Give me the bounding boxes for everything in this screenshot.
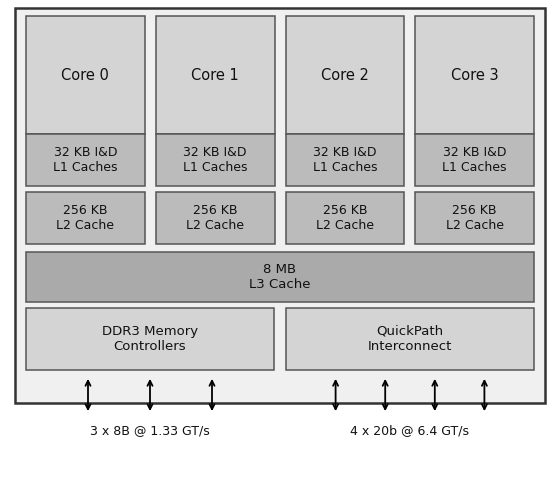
Bar (26, 252, 534, 302)
Text: 32 KB I&D
L1 Caches: 32 KB I&D L1 Caches (442, 146, 507, 174)
Bar (286, 308, 534, 370)
Bar (26, 192, 144, 244)
Text: QuickPath
Interconnect: QuickPath Interconnect (368, 325, 452, 353)
Text: 256 KB
L2 Cache: 256 KB L2 Cache (446, 204, 503, 232)
Bar (416, 192, 534, 244)
Bar (156, 16, 274, 134)
Text: DDR3 Memory
Controllers: DDR3 Memory Controllers (102, 325, 198, 353)
Text: 256 KB
L2 Cache: 256 KB L2 Cache (186, 204, 244, 232)
Text: 256 KB
L2 Cache: 256 KB L2 Cache (57, 204, 114, 232)
Text: Core 1: Core 1 (192, 67, 239, 82)
Text: 32 KB I&D
L1 Caches: 32 KB I&D L1 Caches (183, 146, 248, 174)
Text: 32 KB I&D
L1 Caches: 32 KB I&D L1 Caches (53, 146, 118, 174)
Bar (156, 192, 274, 244)
Bar (26, 134, 144, 186)
Text: Core 0: Core 0 (62, 67, 109, 82)
Bar (26, 16, 144, 134)
Bar (156, 134, 274, 186)
Bar (26, 308, 274, 370)
Text: 256 KB
L2 Cache: 256 KB L2 Cache (316, 204, 374, 232)
Text: 3 x 8B @ 1.33 GT/s: 3 x 8B @ 1.33 GT/s (90, 424, 210, 437)
Bar (286, 192, 404, 244)
Bar (286, 134, 404, 186)
Bar (15, 8, 545, 403)
Text: 8 MB
L3 Cache: 8 MB L3 Cache (249, 263, 311, 291)
Bar (416, 134, 534, 186)
Bar (416, 16, 534, 134)
Bar (286, 16, 404, 134)
Text: Core 3: Core 3 (451, 67, 498, 82)
Text: 32 KB I&D
L1 Caches: 32 KB I&D L1 Caches (312, 146, 377, 174)
Text: 4 x 20b @ 6.4 GT/s: 4 x 20b @ 6.4 GT/s (351, 424, 469, 437)
Text: Core 2: Core 2 (321, 67, 369, 82)
